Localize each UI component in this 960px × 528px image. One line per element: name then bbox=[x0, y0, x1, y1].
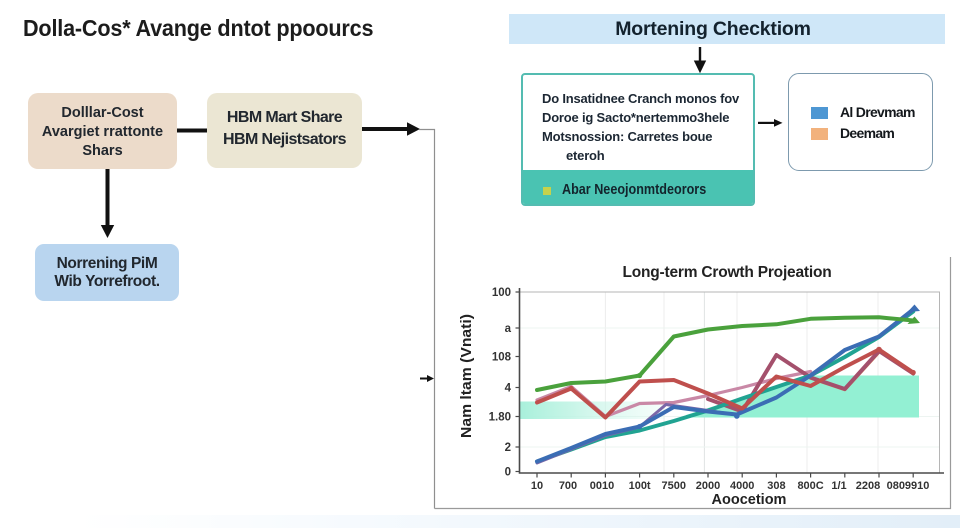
svg-text:1/1: 1/1 bbox=[831, 480, 846, 492]
svg-text:7500: 7500 bbox=[662, 480, 686, 492]
svg-text:2208: 2208 bbox=[856, 480, 880, 492]
svg-text:100t: 100t bbox=[629, 480, 651, 492]
svg-text:Long-term Crowth Projeation: Long-term Crowth Projeation bbox=[622, 264, 831, 281]
svg-text:0: 0 bbox=[505, 467, 511, 479]
svg-text:2000: 2000 bbox=[696, 480, 720, 492]
svg-text:1.80: 1.80 bbox=[489, 412, 511, 424]
svg-text:700: 700 bbox=[559, 480, 577, 492]
svg-text:a: a bbox=[505, 323, 512, 335]
svg-text:4000: 4000 bbox=[730, 480, 754, 492]
svg-text:0809910: 0809910 bbox=[887, 480, 930, 492]
svg-text:Nam ltam (Vnati): Nam ltam (Vnati) bbox=[458, 314, 475, 438]
svg-text:800C: 800C bbox=[797, 480, 823, 492]
svg-text:100: 100 bbox=[492, 287, 511, 299]
svg-text:2: 2 bbox=[505, 442, 511, 454]
svg-text:10: 10 bbox=[531, 480, 543, 492]
svg-text:Aoocetiom: Aoocetiom bbox=[712, 492, 787, 508]
svg-text:108: 108 bbox=[492, 352, 512, 364]
svg-text:4: 4 bbox=[505, 383, 512, 395]
svg-text:0010: 0010 bbox=[590, 480, 614, 492]
svg-text:308: 308 bbox=[767, 480, 785, 492]
